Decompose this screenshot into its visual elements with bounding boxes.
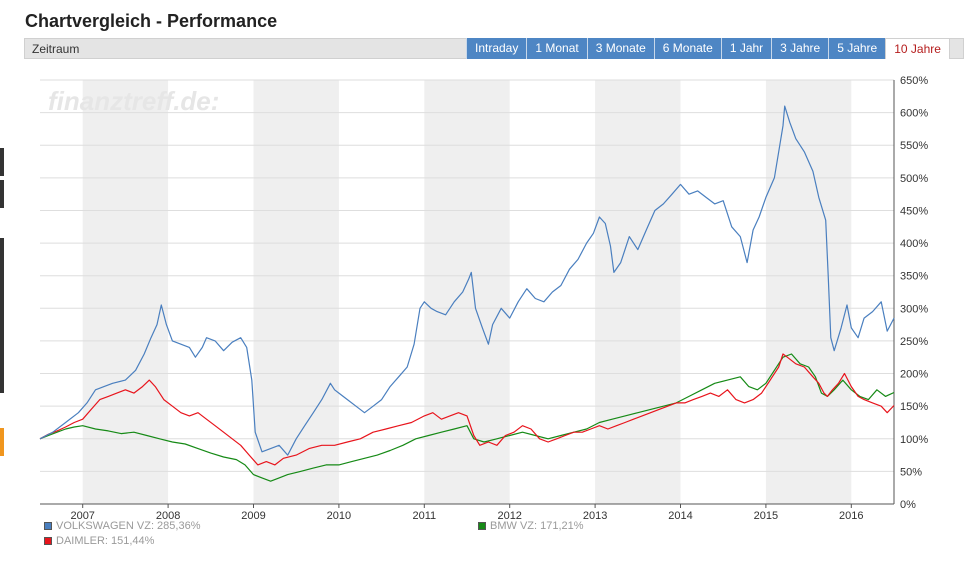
x-tick-label: 2009: [241, 510, 265, 522]
side-decoration-bar: [0, 180, 4, 208]
x-tick-label: 2015: [754, 510, 778, 522]
legend-item-bmw: BMW VZ: 171,21%: [478, 520, 584, 532]
period-label: Zeitraum: [32, 42, 80, 56]
page-title: Chartvergleich - Performance: [25, 11, 278, 31]
legend-swatch-daimler: [44, 537, 52, 545]
y-tick-label: 0%: [900, 499, 916, 511]
side-decoration-bar: [0, 148, 4, 176]
tab-5-jahre[interactable]: 5 Jahre: [828, 38, 886, 59]
x-tick-label: 2007: [70, 510, 94, 522]
period-toolbar: Zeitraum Intraday 1 Monat 3 Monate 6 Mon…: [24, 38, 964, 59]
x-tick-label: 2008: [156, 510, 180, 522]
y-tick-label: 50%: [900, 466, 922, 478]
legend-item-vw: VOLKSWAGEN VZ: 285,36%: [44, 520, 200, 532]
y-tick-label: 250%: [900, 336, 928, 348]
y-tick-label: 200%: [900, 369, 928, 381]
y-tick-label: 300%: [900, 303, 928, 315]
y-tick-label: 650%: [900, 75, 928, 87]
series-line-vw: [39, 105, 895, 456]
side-decoration-bar: [0, 238, 4, 393]
y-tick-label: 400%: [900, 238, 928, 250]
legend-label-daimler: DAIMLER: 151,44%: [56, 535, 155, 547]
watermark: finanztreff.de:: [48, 86, 219, 116]
y-tick-label: 100%: [900, 434, 928, 446]
x-tick-label: 2011: [412, 510, 436, 522]
legend-swatch-vw: [44, 522, 52, 530]
x-tick-label: 2010: [327, 510, 351, 522]
x-tick-label: 2014: [668, 510, 692, 522]
x-tick-label: 2016: [839, 510, 863, 522]
period-tabs: Intraday 1 Monat 3 Monate 6 Monate 1 Jah…: [466, 38, 950, 59]
year-band: [595, 80, 681, 504]
tab-3-monate[interactable]: 3 Monate: [586, 38, 654, 59]
y-tick-label: 500%: [900, 173, 928, 185]
year-band: [765, 80, 852, 504]
y-tick-label: 450%: [900, 205, 928, 217]
legend-item-daimler: DAIMLER: 151,44%: [44, 535, 154, 547]
series-line-daimler: [39, 353, 895, 466]
tab-6-monate[interactable]: 6 Monate: [653, 38, 721, 59]
tab-10-jahre[interactable]: 10 Jahre: [885, 38, 950, 59]
legend-swatch-bmw: [478, 522, 486, 530]
year-band: [253, 80, 339, 504]
y-tick-label: 150%: [900, 401, 928, 413]
legend-label-vw: VOLKSWAGEN VZ: 285,36%: [56, 520, 201, 532]
tab-intraday[interactable]: Intraday: [466, 38, 527, 59]
y-tick-label: 350%: [900, 271, 928, 283]
x-tick-label: 2013: [583, 510, 607, 522]
side-decoration-accent: [0, 428, 4, 456]
y-tick-label: 600%: [900, 108, 928, 120]
year-band: [424, 80, 510, 504]
tab-1-monat[interactable]: 1 Monat: [526, 38, 587, 59]
legend-label-bmw: BMW VZ: 171,21%: [490, 520, 584, 532]
series-line-bmw: [39, 353, 895, 482]
y-tick-label: 550%: [900, 140, 928, 152]
performance-chart: 0% 50% 100% 150% 200% 250% 300% 350% 400% 450% 500…: [39, 75, 928, 522]
tab-3-jahre[interactable]: 3 Jahre: [771, 38, 829, 59]
x-tick-label: 2012: [497, 510, 521, 522]
tab-1-jahr[interactable]: 1 Jahr: [720, 38, 772, 59]
year-band: [82, 80, 169, 504]
